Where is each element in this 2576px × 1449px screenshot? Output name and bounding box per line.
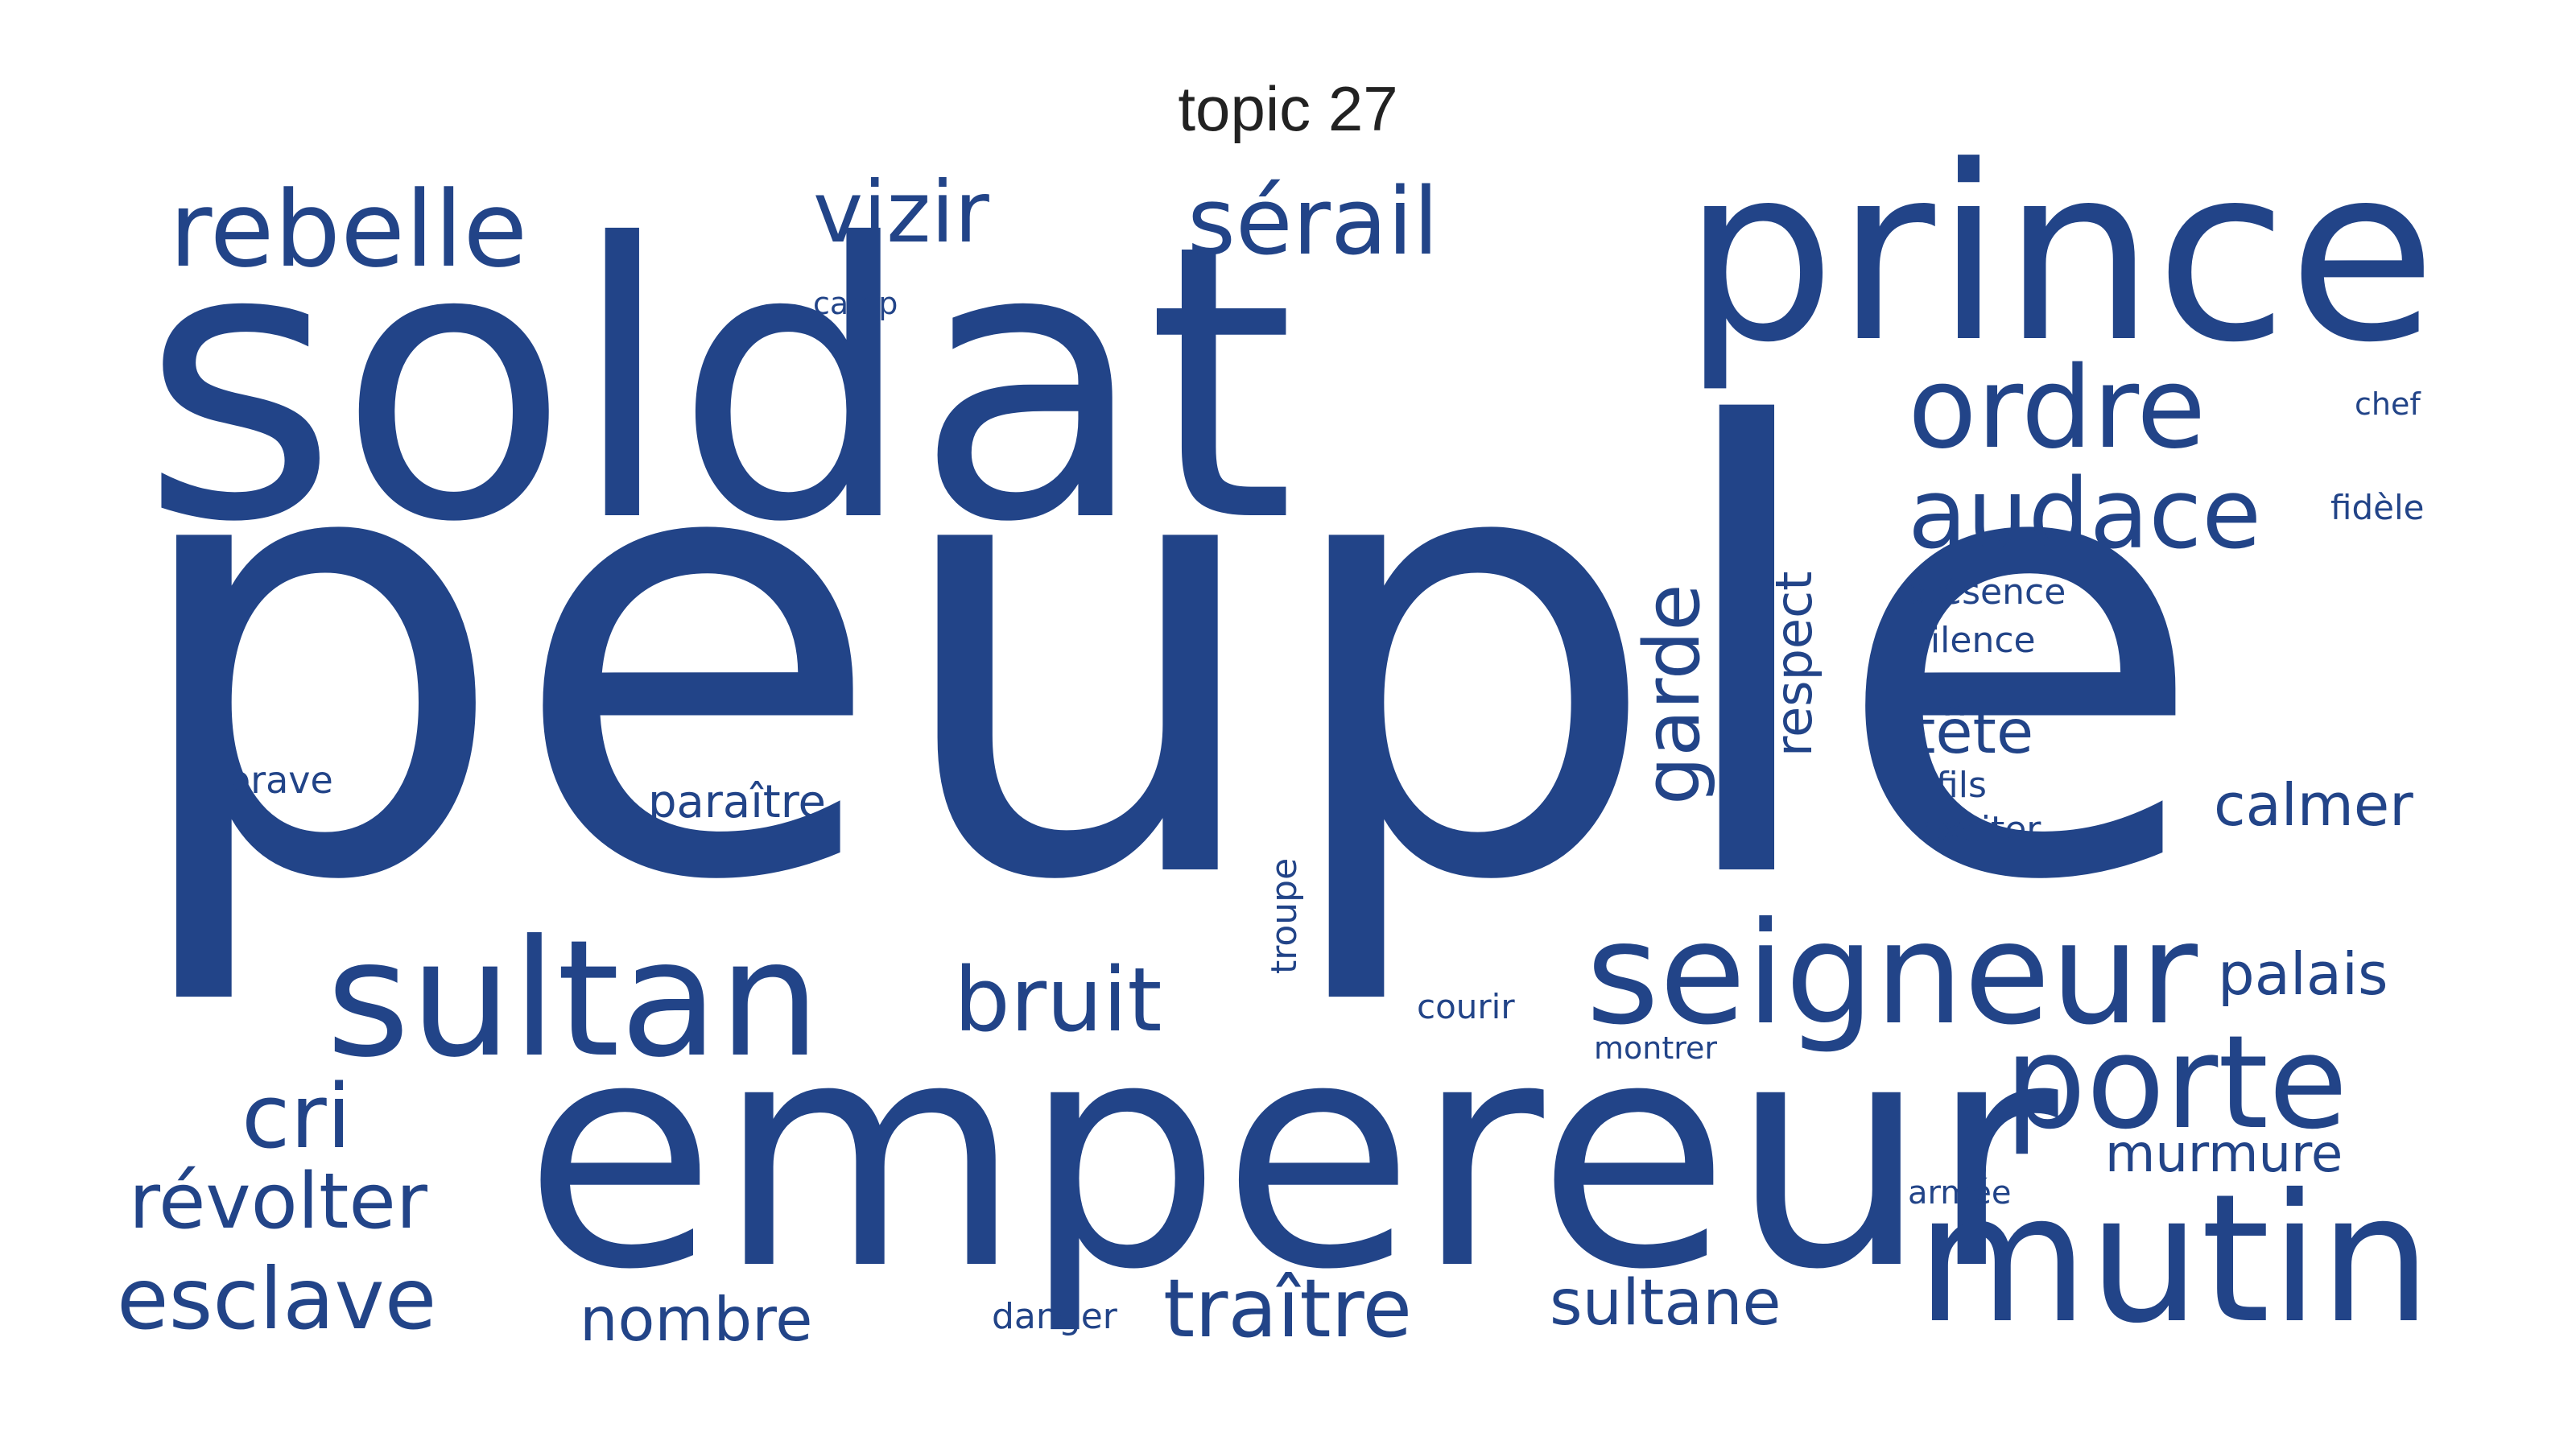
word-respect: respect — [1765, 572, 1823, 757]
word-paraitre: paraître — [648, 776, 826, 828]
word-chef: chef — [2355, 386, 2421, 422]
word-seigneur: seigneur — [1586, 893, 2198, 1056]
word-silence: silence — [1912, 620, 2036, 661]
word-porte: porte — [2004, 1007, 2347, 1158]
word-prince: prince — [1682, 114, 2437, 395]
word-sultane: sultane — [1550, 1267, 1781, 1340]
word-traitre: traître — [1163, 1261, 1412, 1356]
word-troupe: troupe — [1264, 858, 1305, 974]
word-armee: armée — [1908, 1174, 2011, 1212]
word-soldat: soldat — [141, 164, 1295, 605]
word-sultan: sultan — [326, 906, 820, 1093]
word-audace: audace — [1908, 459, 2261, 571]
word-fidele: fidèle — [2330, 488, 2424, 527]
word-cri: cri — [242, 1065, 351, 1168]
word-peuple: peuple — [121, 303, 2208, 1014]
word-exciter: exciter — [1920, 809, 2041, 850]
word-empereur: empereur — [523, 972, 2062, 1338]
word-courir: courir — [1417, 987, 1515, 1026]
word-tete: tête — [1912, 696, 2033, 767]
word-camp: camp — [813, 286, 898, 321]
word-presence: présence — [1904, 572, 2066, 613]
word-garde: garde — [1629, 584, 1717, 805]
word-revolter: révolter — [129, 1158, 428, 1246]
figure-title: topic 27 — [1178, 73, 1398, 144]
word-vizir: vizir — [813, 163, 990, 262]
word-brave: brave — [227, 758, 333, 802]
word-calmer: calmer — [2214, 771, 2413, 839]
word-rebelle: rebelle — [169, 168, 527, 291]
word-montrer: montrer — [1594, 1030, 1717, 1066]
word-palais: palais — [2218, 940, 2388, 1008]
word-serail: sérail — [1187, 168, 1439, 276]
word-ordre: ordre — [1908, 343, 2206, 474]
word-mutin: mutin — [1916, 1156, 2432, 1362]
word-fils: fils — [1936, 765, 1987, 806]
word-esclave: esclave — [117, 1250, 436, 1348]
word-danger: danger — [992, 1296, 1118, 1337]
word-murmure: murmure — [2105, 1125, 2343, 1184]
word-bruit: bruit — [954, 948, 1162, 1051]
word-nombre: nombre — [580, 1284, 812, 1355]
